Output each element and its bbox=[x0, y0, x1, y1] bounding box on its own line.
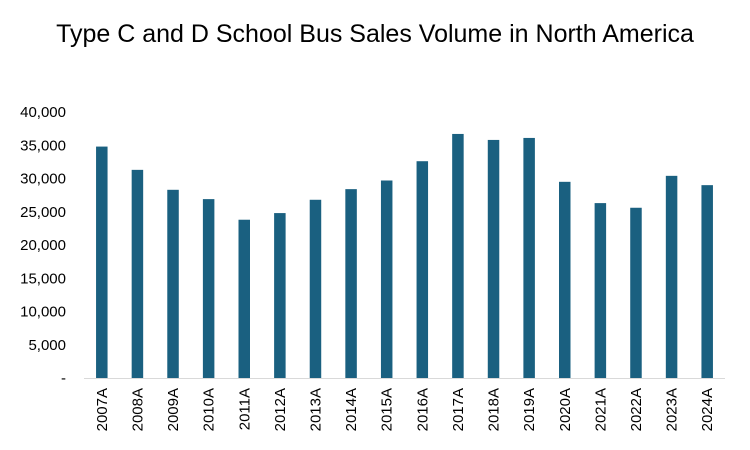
x-tick-label: 2018A bbox=[486, 388, 503, 431]
x-tick-label: 2009A bbox=[165, 388, 182, 431]
chart-title: Type C and D School Bus Sales Volume in … bbox=[56, 20, 694, 48]
bar-2024A bbox=[701, 185, 713, 378]
y-tick-label: 40,000 bbox=[20, 104, 66, 121]
y-tick-label: - bbox=[61, 370, 66, 387]
x-tick-label: 2023A bbox=[664, 388, 681, 431]
bar-2012A bbox=[274, 213, 286, 378]
x-tick-label: 2013A bbox=[307, 388, 324, 431]
y-tick-label: 25,000 bbox=[20, 204, 66, 221]
bar-2020A bbox=[559, 181, 571, 378]
bars bbox=[96, 133, 713, 378]
bar-2011A bbox=[238, 219, 250, 378]
x-tick-label: 2011A bbox=[236, 388, 253, 430]
y-axis-ticks: - 5,000 10,000 15,000 20,000 25,000 30,000 35,0… bbox=[20, 104, 66, 387]
bar-2010A bbox=[202, 199, 215, 378]
x-tick-label: 2020A bbox=[557, 388, 574, 431]
y-tick-label: 35,000 bbox=[20, 137, 66, 154]
bar-2007A bbox=[96, 146, 108, 378]
y-tick-label: 5,000 bbox=[28, 337, 66, 354]
x-tick-label: 2014A bbox=[343, 388, 360, 431]
x-tick-label: 2015A bbox=[379, 388, 396, 431]
bar-2014A bbox=[345, 189, 357, 378]
x-tick-label: 2016A bbox=[414, 388, 431, 431]
x-tick-label: 2012A bbox=[272, 388, 289, 431]
bar-2009A bbox=[167, 189, 179, 378]
bar-2019A bbox=[523, 137, 535, 378]
x-tick-label: 2022A bbox=[628, 388, 645, 431]
x-tick-label: 2024A bbox=[699, 388, 716, 431]
x-tick-label: 2021A bbox=[592, 388, 609, 431]
bar-2016A bbox=[416, 161, 429, 378]
bar-2013A bbox=[309, 199, 322, 378]
bar-2008A bbox=[131, 169, 144, 378]
bar-2017A bbox=[452, 133, 464, 378]
bar-2021A bbox=[594, 203, 607, 378]
bar-2015A bbox=[380, 180, 393, 378]
y-tick-label: 10,000 bbox=[20, 304, 66, 321]
x-tick-label: 2007A bbox=[94, 388, 111, 431]
y-tick-label: 20,000 bbox=[20, 237, 66, 254]
bar-2022A bbox=[630, 207, 642, 378]
bar-2018A bbox=[487, 139, 500, 378]
x-tick-label: 2019A bbox=[521, 388, 538, 431]
x-axis-ticks: 2007A 2008A 2009A 2010A 2011A 2012A 2013A 2014A… bbox=[94, 388, 716, 431]
x-tick-label: 2008A bbox=[129, 388, 146, 431]
y-tick-label: 15,000 bbox=[20, 270, 66, 287]
x-tick-label: 2010A bbox=[201, 388, 218, 431]
bar-2023A bbox=[665, 175, 678, 378]
x-tick-label: 2017A bbox=[450, 388, 467, 431]
y-tick-label: 30,000 bbox=[20, 171, 66, 188]
